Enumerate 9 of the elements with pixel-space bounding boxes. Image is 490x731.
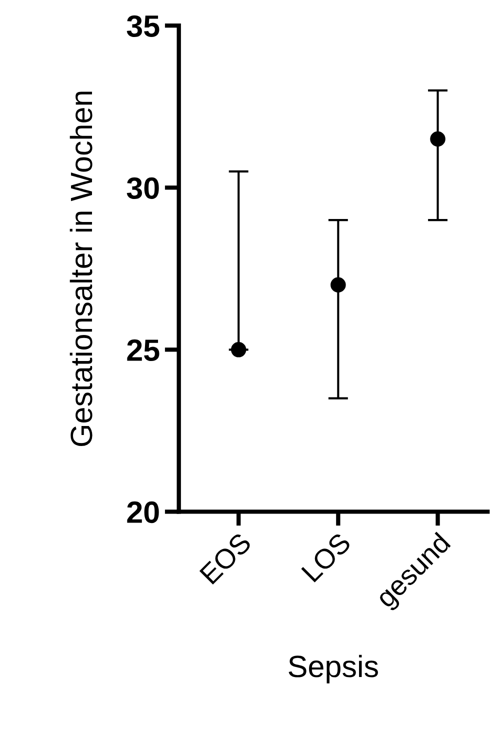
y-tick-label: 25 xyxy=(127,339,160,362)
point xyxy=(330,277,346,292)
x-axis-title: Sepsis xyxy=(288,654,378,684)
y-axis-title: Gestationsalter in Wochen xyxy=(70,92,92,446)
y-tick-label: 35 xyxy=(126,15,160,37)
y-tick-label: 30 xyxy=(126,177,159,200)
y-tick-label: 20 xyxy=(127,501,159,524)
point xyxy=(230,342,246,358)
point xyxy=(430,131,446,147)
